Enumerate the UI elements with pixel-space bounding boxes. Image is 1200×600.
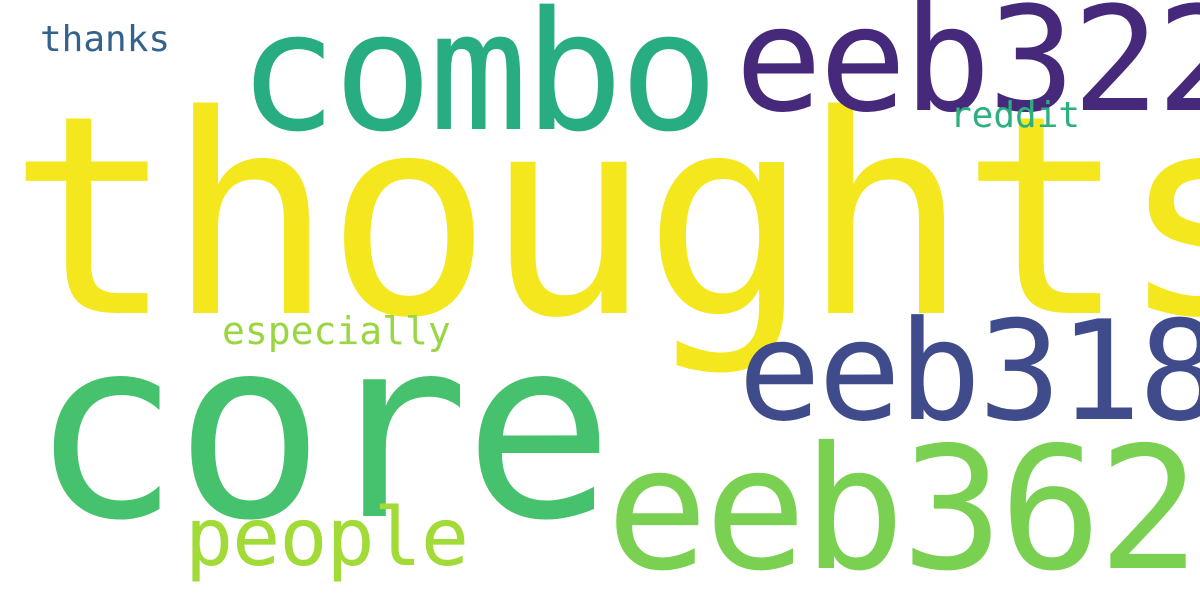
word-eeb322: eeb322 — [735, 0, 1200, 145]
word-reddit: reddit — [950, 95, 1081, 136]
word-core: core — [30, 284, 614, 575]
word-especially: especially — [222, 309, 451, 353]
word-eeb318: eeb318 — [738, 291, 1200, 452]
word-thanks: thanks — [40, 19, 171, 60]
word-eeb362: eeb362 — [606, 411, 1200, 600]
word-people: people — [185, 491, 469, 584]
word-thoughts: thoughts — [8, 57, 1200, 379]
word-combo: combo — [238, 0, 719, 168]
